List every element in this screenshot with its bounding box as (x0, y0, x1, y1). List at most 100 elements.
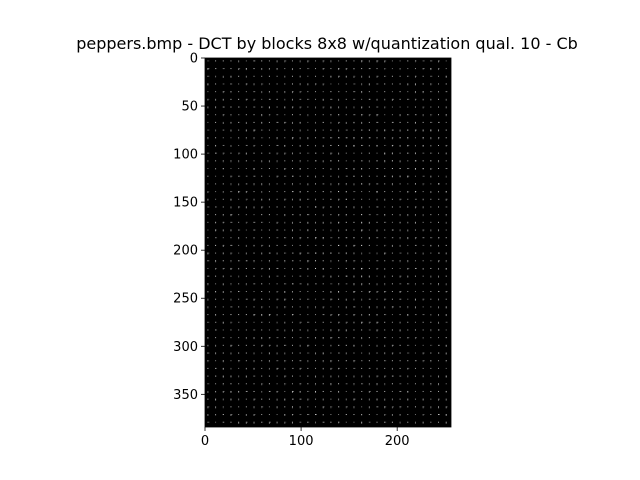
dc-coefficient-mark (438, 267, 440, 269)
ac-coefficient-mark (300, 267, 302, 269)
ac-coefficient-mark (384, 138, 386, 140)
ac-coefficient-mark (268, 115, 270, 117)
ac-coefficient-mark (338, 368, 340, 370)
ac-coefficient-mark (284, 422, 286, 424)
dc-coefficient-mark (361, 337, 363, 339)
dc-coefficient-mark (345, 168, 347, 170)
ac-coefficient-mark (253, 84, 255, 86)
ac-coefficient-mark (216, 206, 218, 208)
ac-coefficient-mark (299, 161, 301, 163)
dc-coefficient-mark (338, 306, 340, 308)
dc-coefficient-mark (338, 352, 340, 354)
dc-coefficient-mark (299, 252, 301, 254)
ac-coefficient-mark (277, 337, 279, 339)
dc-coefficient-mark (445, 214, 447, 216)
ac-coefficient-mark (230, 353, 232, 355)
dc-coefficient-mark (299, 329, 301, 331)
dc-coefficient-mark (338, 375, 340, 377)
ac-coefficient-mark (338, 284, 340, 286)
ac-coefficient-mark (269, 114, 271, 116)
dc-coefficient-mark (414, 398, 416, 400)
dc-coefficient-mark (276, 360, 278, 362)
ac-coefficient-mark (369, 68, 371, 70)
ac-coefficient-mark (284, 199, 286, 201)
dc-coefficient-mark (445, 98, 447, 100)
ac-coefficient-mark (245, 284, 247, 286)
ac-coefficient-mark (207, 284, 209, 286)
dc-coefficient-mark (284, 360, 286, 362)
dc-coefficient-mark (207, 229, 209, 231)
ac-coefficient-mark (414, 215, 416, 217)
ac-coefficient-mark (323, 60, 325, 62)
ac-coefficient-mark (438, 60, 440, 62)
ac-coefficient-mark (330, 407, 332, 409)
dc-coefficient-mark (230, 314, 232, 316)
dc-coefficient-mark (368, 275, 370, 277)
ac-coefficient-mark (361, 168, 363, 170)
ac-coefficient-mark (384, 99, 386, 101)
dc-coefficient-mark (238, 91, 240, 93)
dc-coefficient-mark (261, 252, 263, 254)
dc-coefficient-mark (238, 291, 240, 293)
ac-coefficient-mark (422, 414, 424, 416)
ac-coefficient-mark (285, 198, 287, 200)
dc-coefficient-mark (361, 367, 363, 369)
ac-coefficient-mark (408, 168, 410, 170)
ac-coefficient-mark (430, 84, 432, 86)
dc-coefficient-mark (253, 398, 255, 400)
ac-coefficient-mark (369, 114, 371, 116)
dc-coefficient-mark (330, 390, 332, 392)
dc-coefficient-mark (391, 198, 393, 200)
dc-coefficient-mark (345, 406, 347, 408)
dc-coefficient-mark (338, 98, 340, 100)
dc-coefficient-mark (253, 114, 255, 116)
ac-coefficient-mark (362, 360, 364, 362)
dc-coefficient-mark (322, 114, 324, 116)
ac-coefficient-mark (222, 291, 224, 293)
dc-coefficient-mark (222, 383, 224, 385)
dc-coefficient-mark (422, 390, 424, 392)
dc-coefficient-mark (222, 144, 224, 146)
ac-coefficient-mark (268, 361, 270, 363)
dc-coefficient-mark (207, 267, 209, 269)
dc-coefficient-mark (207, 168, 209, 170)
dc-coefficient-mark (291, 329, 293, 331)
ac-coefficient-mark (262, 306, 264, 308)
ac-coefficient-mark (276, 92, 278, 94)
dc-coefficient-mark (445, 375, 447, 377)
ac-coefficient-mark (361, 322, 363, 324)
dc-coefficient-mark (276, 106, 278, 108)
ac-coefficient-mark (377, 114, 379, 116)
ac-coefficient-mark (361, 122, 363, 124)
dc-coefficient-mark (353, 421, 355, 423)
ac-coefficient-mark (438, 268, 440, 270)
dc-coefficient-mark (222, 160, 224, 162)
ac-coefficient-mark (262, 137, 264, 139)
dc-coefficient-mark (338, 298, 340, 300)
dc-coefficient-mark (361, 183, 363, 185)
dc-coefficient-mark (399, 121, 401, 123)
ac-coefficient-mark (223, 244, 225, 246)
ac-coefficient-mark (438, 183, 440, 185)
dc-coefficient-mark (245, 198, 247, 200)
ac-coefficient-mark (208, 275, 210, 277)
ac-coefficient-mark (353, 376, 355, 378)
dc-coefficient-mark (307, 267, 309, 269)
ac-coefficient-mark (361, 338, 363, 340)
dc-coefficient-mark (207, 237, 209, 239)
dc-coefficient-mark (338, 344, 340, 346)
ac-coefficient-mark (300, 91, 302, 93)
dc-coefficient-mark (291, 75, 293, 77)
dc-coefficient-mark (414, 244, 416, 246)
ac-coefficient-mark (438, 284, 440, 286)
dc-coefficient-mark (414, 314, 416, 316)
ac-coefficient-mark (231, 414, 233, 416)
dc-coefficient-mark (345, 198, 347, 200)
ac-coefficient-mark (430, 115, 432, 117)
dc-coefficient-mark (215, 321, 217, 323)
dc-coefficient-mark (315, 329, 317, 331)
dc-coefficient-mark (338, 329, 340, 331)
ac-coefficient-mark (269, 152, 271, 154)
ac-coefficient-mark (277, 121, 279, 123)
ac-coefficient-mark (407, 261, 409, 263)
